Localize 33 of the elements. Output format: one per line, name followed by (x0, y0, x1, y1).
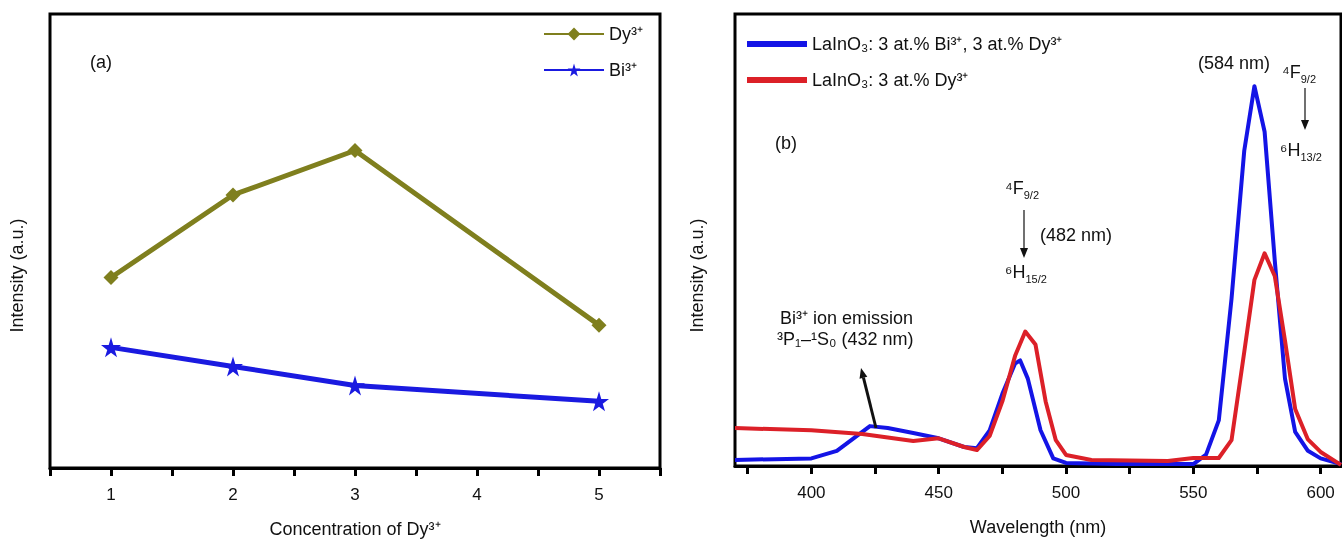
point (225, 187, 241, 203)
text: ⁴F$_{9/2}$ (1282, 62, 1317, 85)
x-tick-label: 2 (228, 485, 238, 504)
legend-label: Dy³⁺ (609, 24, 644, 44)
annotation: ⁶H$_{13/2}$ (1280, 140, 1322, 163)
x-axis-title: Concentration of Dy³⁺ (269, 519, 441, 539)
annotation: (482 nm) (1040, 225, 1113, 246)
legend-label: Bi³⁺ (609, 60, 638, 80)
point (103, 270, 119, 286)
point (591, 317, 607, 333)
x-tick-label: 3 (350, 485, 360, 504)
x-tick-label: 450 (924, 483, 953, 502)
legend-label: LaInO₃: 3 at.% Dy³⁺ (812, 70, 969, 90)
annotation: (b) (775, 133, 797, 154)
x-axis-title: Wavelength (nm) (969, 517, 1107, 537)
annotation: ³P₁–¹S₀ (432 nm) (777, 329, 914, 350)
y-axis-title: Intensity (a.u.) (7, 218, 27, 333)
point (347, 143, 363, 159)
annotation: ⁴F$_{9/2}$ (1005, 178, 1040, 201)
annotation: ⁶H$_{15/2}$ (1005, 262, 1047, 285)
x-tick-label: 5 (594, 485, 604, 504)
x-tick-label: 500 (1051, 483, 1081, 502)
point (101, 337, 121, 358)
x-tick-label: 550 (1179, 483, 1208, 502)
legend-label: LaInO₃: 3 at.% Bi³⁺, 3 at.% Dy³⁺ (812, 34, 1063, 54)
text: (a) (90, 52, 112, 73)
x-tick-label: 600 (1306, 483, 1335, 502)
y-axis-title: Intensity (a.u.) (687, 218, 707, 333)
x-tick-label: 400 (797, 483, 826, 502)
x-tick-label: 1 (106, 485, 116, 504)
x-tick-label: 4 (472, 485, 482, 504)
annotation: Bi³⁺ ion emission (780, 307, 914, 329)
text: (584 nm) (1198, 53, 1271, 74)
